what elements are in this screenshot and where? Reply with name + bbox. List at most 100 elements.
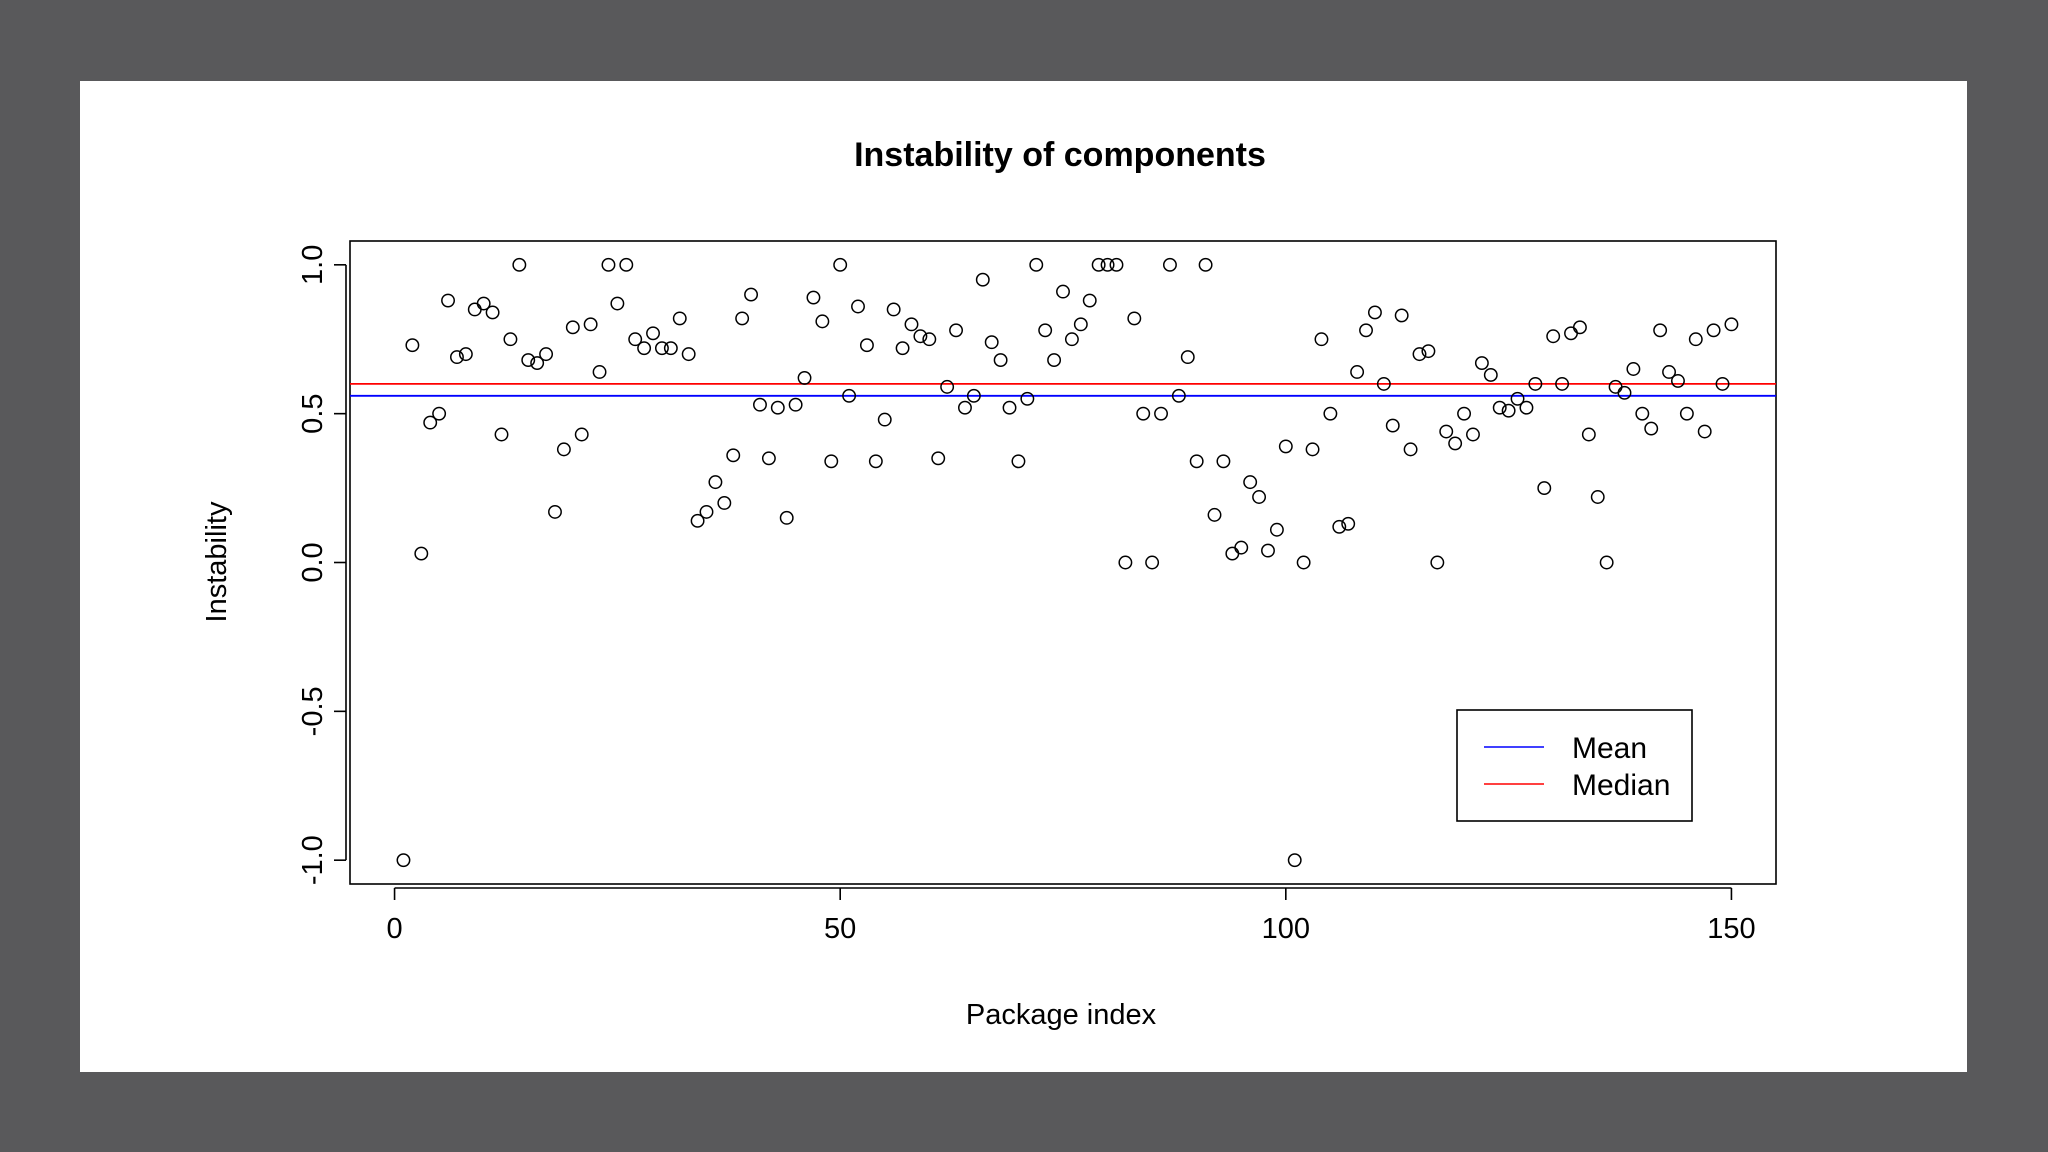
- data-point: [1483, 368, 1498, 382]
- data-point: [1305, 442, 1320, 457]
- data-point: [663, 341, 678, 356]
- legend-box: [1456, 709, 1693, 822]
- data-point: [539, 347, 554, 362]
- data-point: [1448, 436, 1463, 451]
- data-point: [1662, 365, 1677, 379]
- data-point: [646, 326, 660, 341]
- data-point: [681, 347, 696, 362]
- data-point: [485, 305, 500, 320]
- data-point: [877, 412, 892, 427]
- data-point: [868, 454, 883, 469]
- data-point: [1555, 376, 1570, 391]
- data-point: [1100, 257, 1115, 272]
- data-point: [851, 299, 865, 314]
- chart-title: Instability of components: [854, 136, 1266, 174]
- data-point: [548, 504, 562, 519]
- data-point: [530, 356, 545, 371]
- data-point: [1376, 376, 1391, 391]
- data-point: [1439, 424, 1454, 439]
- data-point: [503, 332, 518, 347]
- data-point: [450, 350, 464, 365]
- data-point: [735, 311, 750, 326]
- data-point: [1421, 344, 1436, 359]
- data-point: [726, 448, 741, 463]
- data-point: [432, 406, 447, 421]
- data-point: [414, 546, 429, 561]
- data-point: [1154, 406, 1168, 421]
- data-point: [1109, 257, 1124, 272]
- data-point: [1278, 439, 1293, 454]
- data-point: [592, 365, 607, 379]
- data-point: [556, 442, 571, 457]
- data-point: [1145, 555, 1160, 570]
- data-point: [1546, 329, 1561, 344]
- data-point: [1323, 406, 1338, 421]
- data-point: [1537, 481, 1552, 496]
- data-point: [619, 257, 634, 272]
- data-point: [1394, 308, 1409, 323]
- data-point: [1510, 391, 1525, 406]
- data-point: [512, 257, 527, 272]
- data-point: [1171, 388, 1186, 403]
- data-point: [494, 427, 509, 442]
- y-axis: -1.0 -0.5 0.0 0.5 1.0: [297, 245, 347, 885]
- data-point: [708, 475, 723, 490]
- data-point: [966, 388, 981, 403]
- data-point: [1644, 421, 1659, 436]
- data-point: [1029, 257, 1044, 272]
- y-tick-label: 0.0: [297, 542, 329, 582]
- data-point: [1564, 326, 1578, 341]
- y-tick-label: -0.5: [297, 686, 329, 736]
- data-point: [1002, 400, 1017, 415]
- data-point: [824, 454, 839, 469]
- data-point: [1056, 284, 1070, 299]
- data-point: [761, 451, 776, 466]
- data-point: [1341, 516, 1356, 531]
- data-point: [690, 513, 705, 528]
- x-tick-label: 150: [1707, 913, 1755, 945]
- data-point: [1466, 427, 1480, 442]
- data-point: [859, 338, 874, 353]
- data-point: [565, 320, 580, 335]
- x-tick-label: 100: [1262, 913, 1310, 945]
- data-point: [1688, 332, 1703, 347]
- data-point: [467, 302, 482, 317]
- data-point: [1225, 546, 1240, 561]
- data-point: [1608, 379, 1623, 394]
- data-point: [1581, 427, 1596, 442]
- y-tick-label: -1.0: [297, 835, 329, 885]
- data-point: [1679, 406, 1694, 421]
- data-point: [1180, 350, 1195, 365]
- data-point: [1269, 522, 1284, 537]
- data-point: [441, 293, 455, 308]
- data-point: [1457, 406, 1472, 421]
- data-point: [904, 317, 919, 332]
- data-point: [1020, 391, 1035, 406]
- data-point: [842, 388, 857, 403]
- plot-area-box: [349, 240, 1777, 885]
- data-point: [975, 272, 990, 287]
- data-point: [788, 397, 803, 412]
- data-point: [396, 853, 411, 868]
- data-point: [1617, 385, 1632, 400]
- data-point: [1501, 403, 1516, 418]
- data-point: [1350, 365, 1365, 379]
- data-point: [931, 451, 946, 466]
- data-point: [958, 400, 972, 415]
- data-point: [1403, 442, 1418, 457]
- data-point: [1207, 507, 1222, 522]
- instability-scatter-chart: Instability of components 0 50 100 150 -1.0…: [201, 136, 1777, 1031]
- data-point: [1626, 362, 1641, 376]
- data-point: [1314, 332, 1329, 347]
- data-point: [1528, 376, 1543, 391]
- data-point: [405, 338, 420, 353]
- data-point: [895, 341, 910, 356]
- data-point: [1243, 475, 1258, 490]
- data-point: [949, 323, 963, 338]
- data-point: [476, 296, 491, 311]
- data-point: [574, 427, 589, 442]
- data-point: [1118, 555, 1133, 570]
- data-point: [458, 347, 473, 362]
- data-point: [1234, 540, 1249, 555]
- data-point: [637, 341, 652, 356]
